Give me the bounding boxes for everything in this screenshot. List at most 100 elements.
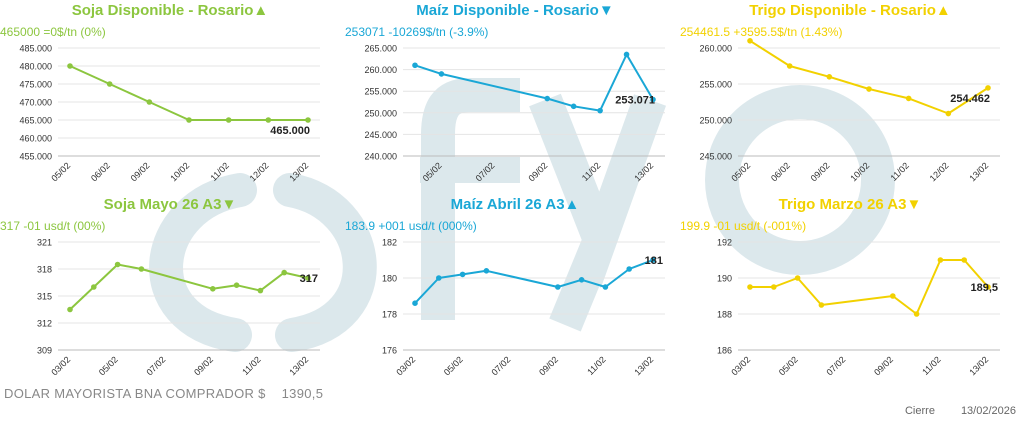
x-tick-label: 12/02 bbox=[248, 160, 271, 183]
x-tick-label: 03/02 bbox=[49, 354, 72, 377]
data-point bbox=[186, 117, 192, 123]
data-point bbox=[945, 110, 952, 117]
data-point bbox=[985, 284, 991, 290]
y-tick-label: 188 bbox=[717, 310, 732, 320]
y-tick-label: 192 bbox=[717, 238, 732, 248]
trend-arrow-icon: ▼ bbox=[221, 196, 237, 213]
data-point bbox=[438, 71, 445, 77]
y-tick-label: 182 bbox=[382, 238, 397, 248]
x-tick-label: 11/02 bbox=[240, 354, 263, 377]
x-tick-label: 09/02 bbox=[129, 160, 152, 183]
data-point bbox=[786, 63, 793, 69]
y-tick-label: 255.000 bbox=[699, 80, 732, 90]
data-point bbox=[890, 293, 896, 299]
data-point bbox=[146, 99, 153, 105]
data-point bbox=[91, 284, 97, 290]
data-point bbox=[826, 74, 833, 80]
x-tick-label: 09/02 bbox=[809, 160, 832, 183]
y-tick-label: 250.000 bbox=[364, 108, 397, 118]
y-tick-label: 321 bbox=[37, 238, 52, 248]
data-point bbox=[905, 95, 912, 102]
y-tick-label: 180 bbox=[382, 274, 397, 284]
panel-soja-mayo: Soja Mayo 26 A3▼ 317 -01 usd/t (00%) 309… bbox=[0, 196, 340, 396]
line-chart: 186 188 190 192 03/02 05/02 07/02 09/02 11/02 13/… bbox=[717, 238, 1000, 377]
y-tick-label: 465.000 bbox=[19, 116, 52, 126]
data-point bbox=[412, 300, 418, 306]
y-tick-label: 250.000 bbox=[699, 116, 732, 126]
data-point bbox=[623, 51, 630, 58]
x-tick-label: 13/02 bbox=[287, 160, 310, 183]
data-point bbox=[570, 103, 577, 110]
x-tick-label: 03/02 bbox=[729, 354, 752, 377]
data-point bbox=[650, 96, 656, 103]
data-point bbox=[578, 277, 585, 283]
y-tick-label: 176 bbox=[382, 346, 397, 356]
y-tick-label: 190 bbox=[717, 274, 732, 284]
data-point bbox=[602, 284, 609, 290]
data-point bbox=[794, 275, 801, 281]
panel-title: Maíz Disponible - Rosario▼ bbox=[416, 2, 614, 19]
data-point bbox=[555, 284, 561, 290]
x-tick-label: 11/02 bbox=[888, 160, 911, 183]
x-tick-label: 07/02 bbox=[489, 354, 512, 377]
panel-title: Trigo Disponible - Rosario▲ bbox=[749, 2, 951, 19]
panel-subtitle: 317 -01 usd/t (00%) bbox=[0, 219, 106, 233]
x-tick-label: 11/02 bbox=[585, 354, 608, 377]
panel-trigo-disponible: Trigo Disponible - Rosario▲ 254461.5 +35… bbox=[680, 2, 1020, 202]
data-point bbox=[747, 284, 753, 290]
x-tick-label: 11/02 bbox=[208, 160, 231, 183]
dolar-readout: DOLAR MAYORISTA BNA COMPRADOR $ 1390,5 bbox=[4, 386, 323, 401]
data-point bbox=[114, 261, 121, 268]
y-tick-label: 312 bbox=[37, 319, 52, 329]
y-tick-label: 255.000 bbox=[364, 87, 397, 97]
trend-arrow-icon: ▲ bbox=[935, 2, 951, 19]
panel-title: Maíz Abril 26 A3▲ bbox=[450, 196, 580, 213]
data-point bbox=[233, 282, 240, 288]
y-tick-label: 480.000 bbox=[19, 62, 52, 72]
x-tick-label: 05/02 bbox=[49, 160, 72, 183]
y-tick-label: 265.000 bbox=[364, 44, 397, 54]
x-tick-label: 03/02 bbox=[394, 354, 417, 377]
data-point bbox=[597, 107, 603, 114]
panel-soja-disponible: Soja Disponible - Rosario▲ 465000 =0$/tn… bbox=[0, 2, 340, 202]
dolar-label: DOLAR MAYORISTA BNA COMPRADOR $ bbox=[4, 386, 266, 401]
data-point bbox=[771, 284, 777, 290]
panel-subtitle: 183.9 +001 usd/t (000%) bbox=[345, 219, 477, 233]
data-point bbox=[412, 62, 418, 69]
x-tick-label: 10/02 bbox=[848, 160, 871, 183]
x-tick-label: 13/02 bbox=[967, 160, 990, 183]
y-tick-label: 260.000 bbox=[364, 65, 397, 75]
y-tick-label: 485.000 bbox=[19, 44, 52, 54]
panel-subtitle: 254461.5 +3595.5$/tn (1.43%) bbox=[680, 25, 843, 39]
y-tick-label: 245.000 bbox=[364, 130, 397, 140]
data-point bbox=[305, 275, 311, 281]
y-tick-label: 245.000 bbox=[699, 152, 732, 162]
series-line bbox=[414, 259, 654, 304]
trend-arrow-icon: ▼ bbox=[906, 196, 922, 213]
panel-subtitle: 465000 =0$/tn (0%) bbox=[0, 25, 106, 39]
date-value: 13/02/2026 bbox=[960, 405, 1016, 417]
x-tick-label: 06/02 bbox=[89, 160, 112, 183]
data-point bbox=[138, 266, 145, 272]
y-tick-label: 260.000 bbox=[699, 44, 732, 54]
data-point bbox=[913, 311, 920, 317]
x-tick-label: 13/02 bbox=[287, 354, 310, 377]
y-tick-label: 240.000 bbox=[364, 152, 397, 162]
data-point bbox=[866, 86, 872, 92]
trend-arrow-icon: ▼ bbox=[598, 2, 614, 19]
last-value-label: 189,5 bbox=[970, 282, 998, 294]
data-point bbox=[210, 286, 216, 292]
line-chart: 245.000 250.000 255.000 260.000 05/02 06/02 09… bbox=[699, 38, 1000, 183]
y-tick-label: 178 bbox=[382, 310, 397, 320]
series-line bbox=[69, 263, 309, 311]
data-point bbox=[985, 85, 991, 91]
x-tick-label: 11/02 bbox=[920, 354, 943, 377]
panel-maiz-disponible: Maíz Disponible - Rosario▼ 253071 -10269… bbox=[345, 2, 685, 202]
trend-arrow-icon: ▲ bbox=[564, 196, 580, 213]
x-tick-label: 13/02 bbox=[967, 354, 990, 377]
y-tick-label: 460.000 bbox=[19, 134, 52, 144]
panel-title: Soja Disponible - Rosario▲ bbox=[71, 2, 269, 19]
data-point bbox=[626, 266, 632, 272]
x-tick-label: 06/02 bbox=[769, 160, 792, 183]
